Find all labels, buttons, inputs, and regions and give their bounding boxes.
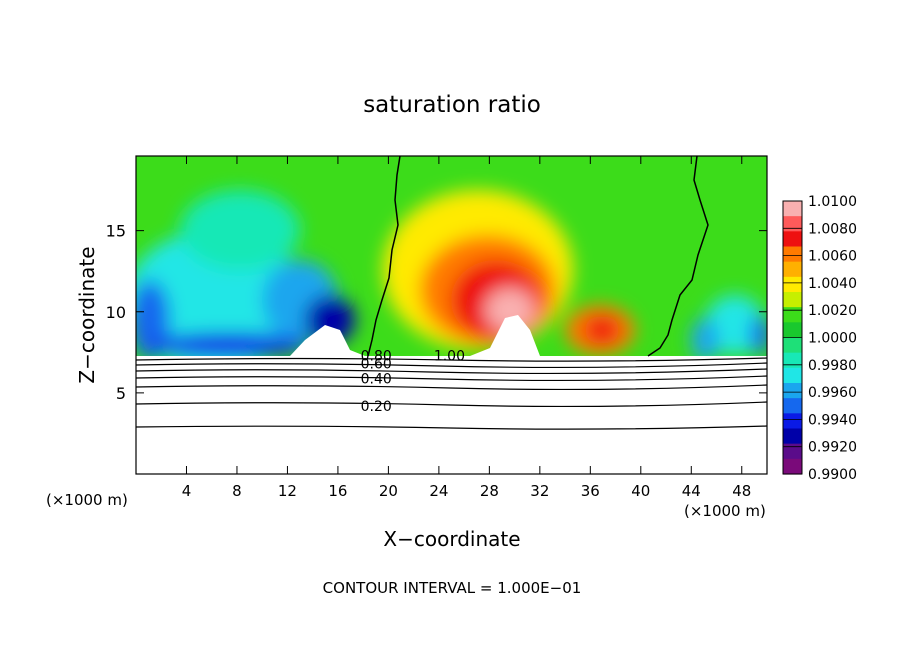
blue-region-right <box>691 318 719 362</box>
colorbar-label: 1.0000 <box>808 331 857 347</box>
colorbar-swatch <box>783 428 802 445</box>
x-axis-label: X−coordinate <box>383 527 520 551</box>
x-tick-label: 8 <box>232 482 242 500</box>
x-tick-label: 44 <box>682 482 701 500</box>
field-color-blobs <box>136 190 767 370</box>
colorbar-swatch <box>783 413 802 430</box>
colorbar-swatch <box>783 276 802 293</box>
colorbar-label: 1.0100 <box>808 194 857 210</box>
contour-label: 0.20 <box>361 399 392 415</box>
contour-line-3 <box>136 368 767 375</box>
x-tick-label: 40 <box>631 482 650 500</box>
vapor-contour-right <box>647 156 709 357</box>
vapor-contour-left <box>367 156 401 357</box>
colorbar-swatch <box>783 458 802 475</box>
y-axis-label: Z−coordinate <box>75 246 99 383</box>
y-tick-label: 5 <box>116 384 126 403</box>
contour-label: 0.80 <box>361 349 392 365</box>
contour-line-4 <box>136 375 767 382</box>
terrain-mask <box>136 315 767 474</box>
footer-contour-interval: CONTOUR INTERVAL = 1.000E−01 <box>323 579 582 597</box>
colorbar-label: 1.0060 <box>808 249 857 265</box>
x-unit-left: (×1000 m) <box>46 491 128 509</box>
colorbar-swatch <box>783 337 802 354</box>
cyan-region-left-upper <box>180 190 300 270</box>
colorbar-label: 1.0040 <box>808 276 857 292</box>
colorbar-swatch <box>783 352 802 369</box>
colorbar: 1.0100 1.0080 1.0060 1.0040 1.0020 1.0000 0.99… <box>782 194 857 483</box>
colorbar-label: 0.9960 <box>808 385 857 401</box>
colorbar-label: 0.9920 <box>808 440 857 456</box>
x-tick-label: 20 <box>379 482 398 500</box>
x-tick-label: 12 <box>278 482 297 500</box>
x-axis-ticks: 4 8 12 16 20 24 28 32 36 40 44 48 <box>182 156 751 500</box>
contour-line-6 <box>136 401 767 408</box>
colorbar-label: 1.0020 <box>808 303 857 319</box>
blue-region-right-2 <box>750 315 767 355</box>
contour-labels: 0.800.600.40 0.20 1.00 <box>361 349 465 415</box>
colorbar-label: 1.0080 <box>808 221 857 237</box>
x-unit-right: (×1000 m) <box>684 502 766 520</box>
colorbar-swatch <box>783 261 802 278</box>
y-tick-label: 15 <box>106 222 126 241</box>
colorbar-swatch <box>783 443 802 460</box>
darkblue-base-left <box>150 333 310 357</box>
colorbar-swatch <box>783 231 802 248</box>
contour-label: 0.40 <box>361 371 392 387</box>
colorbar-swatch <box>783 292 802 308</box>
colorbar-label: 0.9900 <box>808 467 857 483</box>
x-tick-label: 16 <box>328 482 347 500</box>
plot-frame <box>135 155 768 475</box>
contour-label: 0.60 <box>361 357 392 373</box>
colorbar-swatch <box>783 307 802 323</box>
colorbar-swatch <box>783 322 802 339</box>
plot-field <box>136 156 767 474</box>
y-axis-ticks: 5 10 15 <box>106 222 767 403</box>
contour-line-2 <box>136 362 767 369</box>
contour-line-1 <box>136 357 767 362</box>
red-lobe-right <box>584 316 620 344</box>
colorbar-swatch <box>783 398 802 414</box>
cyan-region-right <box>705 295 765 355</box>
x-tick-label: 32 <box>530 482 549 500</box>
x-tick-label: 36 <box>581 482 600 500</box>
colorbar-label: 0.9980 <box>808 358 857 374</box>
contour-line-5 <box>136 384 767 391</box>
y-tick-label: 10 <box>106 303 126 322</box>
contour-label: 1.00 <box>434 349 465 365</box>
colorbar-swatch <box>783 367 802 384</box>
x-tick-label: 28 <box>480 482 499 500</box>
contour-line-7 <box>136 425 767 430</box>
colorbar-swatch <box>783 201 802 217</box>
colorbar-label: 0.9940 <box>808 412 857 428</box>
colorbar-swatch <box>783 246 802 263</box>
chart-title: saturation ratio <box>363 92 541 118</box>
x-tick-label: 48 <box>732 482 751 500</box>
x-tick-label: 24 <box>429 482 448 500</box>
colorbar-swatch <box>783 216 802 232</box>
colorbar-swatch <box>783 383 802 399</box>
x-tick-label: 4 <box>182 482 192 500</box>
